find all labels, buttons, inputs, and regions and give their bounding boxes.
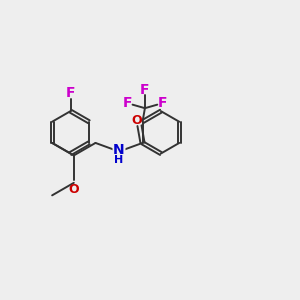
Text: F: F bbox=[158, 96, 167, 110]
Text: F: F bbox=[140, 83, 150, 97]
Text: H: H bbox=[114, 155, 124, 165]
Text: O: O bbox=[132, 114, 142, 127]
Text: F: F bbox=[122, 96, 132, 110]
Text: N: N bbox=[113, 143, 125, 157]
Text: F: F bbox=[66, 86, 75, 100]
Text: O: O bbox=[68, 183, 79, 196]
